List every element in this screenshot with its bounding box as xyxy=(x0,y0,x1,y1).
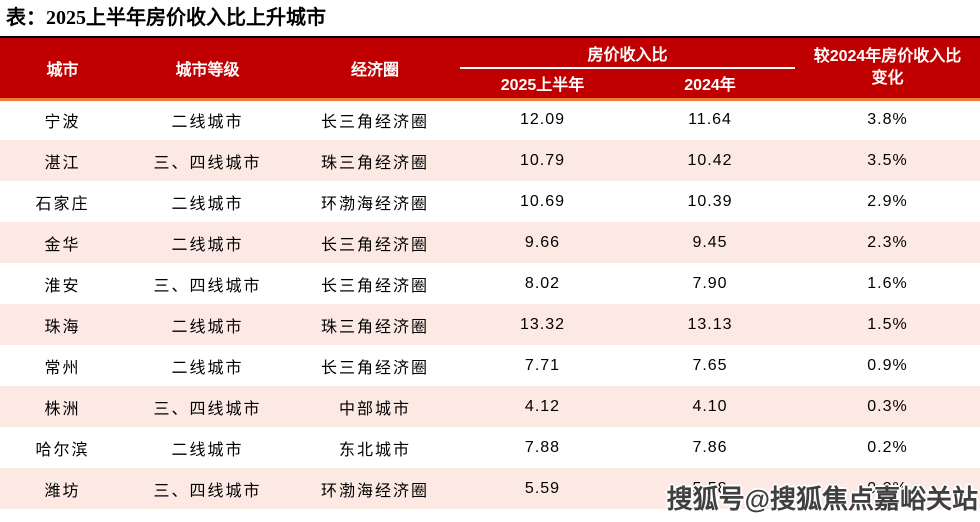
cell-ratio-2024: 7.90 xyxy=(692,274,728,292)
cell-circle: 珠三角经济圈 xyxy=(320,154,429,172)
cell-circle: 环渤海经济圈 xyxy=(320,195,429,213)
cell-tier: 二线城市 xyxy=(171,236,244,254)
cell-tier: 三、四线城市 xyxy=(153,277,262,295)
cell-ratio-2025h1: 8.02 xyxy=(524,274,561,292)
cell-circle: 长三角经济圈 xyxy=(320,114,429,132)
cell-circle: 长三角经济圈 xyxy=(320,236,429,254)
cell-change: 0.3% xyxy=(867,397,908,415)
cell-ratio-2025h1: 12.09 xyxy=(519,111,566,129)
col-header-2024: 2024年 xyxy=(625,68,796,101)
cell-ratio-2025h1: 9.66 xyxy=(524,233,561,251)
cell-ratio-2024: 10.42 xyxy=(687,151,733,169)
table-row: 淮安 三、四线城市 长三角经济圈 8.02 7.90 1.6% xyxy=(0,263,980,304)
cell-ratio-2024: 10.39 xyxy=(687,192,733,210)
cell-city: 淮安 xyxy=(44,277,81,295)
cell-city: 潍坊 xyxy=(44,482,81,500)
cell-change: 0.2% xyxy=(867,438,908,456)
table-row: 珠海 二线城市 珠三角经济圈 13.32 13.13 1.5% xyxy=(0,304,980,345)
cell-city: 株洲 xyxy=(44,400,81,418)
figure: 表：2025上半年房价收入比上升城市 城市 城市等级 经济圈 房价收入比 较20… xyxy=(0,7,980,514)
cell-change: 2.3% xyxy=(867,233,908,251)
cell-city: 哈尔滨 xyxy=(35,441,90,459)
col-header-change: 较2024年房价收入比变化 xyxy=(795,36,980,101)
cell-ratio-2025h1: 10.79 xyxy=(519,151,566,169)
cell-tier: 三、四线城市 xyxy=(153,482,262,500)
cell-ratio-2024: 4.10 xyxy=(692,397,728,415)
cell-change: 3.5% xyxy=(867,151,908,169)
cell-ratio-2024: 11.64 xyxy=(688,111,732,129)
cell-ratio-2025h1: 7.88 xyxy=(524,438,561,456)
cell-city: 湛江 xyxy=(44,154,81,172)
cell-ratio-2025h1: 7.71 xyxy=(524,356,561,374)
cell-circle: 珠三角经济圈 xyxy=(320,318,429,336)
cell-ratio-2024: 13.13 xyxy=(687,315,733,333)
cell-tier: 二线城市 xyxy=(171,441,244,459)
cell-tier: 三、四线城市 xyxy=(153,400,262,418)
cell-change: 1.6% xyxy=(867,274,908,292)
table-row: 潍坊 三、四线城市 环渤海经济圈 5.59 5.58 0.2% xyxy=(0,468,980,509)
housing-price-income-ratio-table: 城市 城市等级 经济圈 房价收入比 较2024年房价收入比变化 2025上半年 … xyxy=(0,36,980,509)
cell-circle: 长三角经济圈 xyxy=(320,359,429,377)
cell-change: 1.5% xyxy=(867,315,908,333)
cell-change: 0.2% xyxy=(867,479,908,497)
cell-city: 常州 xyxy=(44,359,81,377)
cell-change: 2.9% xyxy=(867,192,908,210)
cell-tier: 三、四线城市 xyxy=(153,154,262,172)
col-header-circle: 经济圈 xyxy=(290,36,460,101)
watermark: 搜狐号@搜狐焦点嘉峪关站 xyxy=(666,484,978,514)
cell-ratio-2025h1: 10.69 xyxy=(519,192,566,210)
cell-ratio-2025h1: 13.32 xyxy=(519,315,566,333)
table-row: 宁波 二线城市 长三角经济圈 12.09 11.64 3.8% xyxy=(0,99,980,140)
table-header: 城市 城市等级 经济圈 房价收入比 较2024年房价收入比变化 2025上半年 … xyxy=(0,36,980,101)
table-row: 哈尔滨 二线城市 东北城市 7.88 7.86 0.2% xyxy=(0,427,980,468)
col-header-city: 城市 xyxy=(0,36,125,101)
col-group-ratio: 房价收入比 xyxy=(460,36,796,69)
cell-tier: 二线城市 xyxy=(171,114,244,132)
col-header-2025h1: 2025上半年 xyxy=(460,68,625,101)
table-row: 湛江 三、四线城市 珠三角经济圈 10.79 10.42 3.5% xyxy=(0,140,980,181)
cell-circle: 东北城市 xyxy=(338,441,411,459)
cell-tier: 二线城市 xyxy=(171,318,244,336)
cell-tier: 二线城市 xyxy=(171,195,244,213)
col-header-tier: 城市等级 xyxy=(125,36,290,101)
cell-tier: 二线城市 xyxy=(171,359,244,377)
table-row: 石家庄 二线城市 环渤海经济圈 10.69 10.39 2.9% xyxy=(0,181,980,222)
cell-ratio-2024: 9.45 xyxy=(692,233,728,251)
cell-city: 宁波 xyxy=(44,114,81,132)
cell-ratio-2024: 5.58 xyxy=(692,479,728,497)
cell-circle: 长三角经济圈 xyxy=(320,277,429,295)
cell-ratio-2024: 7.65 xyxy=(692,356,728,374)
table-row: 金华 二线城市 长三角经济圈 9.66 9.45 2.3% xyxy=(0,222,980,263)
cell-change: 0.9% xyxy=(867,356,908,374)
cell-ratio-2025h1: 5.59 xyxy=(524,479,561,497)
cell-city: 金华 xyxy=(44,236,81,254)
cell-ratio-2024: 7.86 xyxy=(692,438,728,456)
table-row: 常州 二线城市 长三角经济圈 7.71 7.65 0.9% xyxy=(0,345,980,386)
cell-circle: 中部城市 xyxy=(338,400,411,418)
cell-ratio-2025h1: 4.12 xyxy=(524,397,561,415)
table-row: 株洲 三、四线城市 中部城市 4.12 4.10 0.3% xyxy=(0,386,980,427)
figure-title: 表：2025上半年房价收入比上升城市 xyxy=(6,7,326,29)
cell-change: 3.8% xyxy=(867,111,908,129)
cell-circle: 环渤海经济圈 xyxy=(320,482,429,500)
cell-city: 石家庄 xyxy=(35,195,90,213)
table-body: 宁波 二线城市 长三角经济圈 12.09 11.64 3.8% 湛江 三、四线城… xyxy=(0,99,980,509)
cell-city: 珠海 xyxy=(44,318,81,336)
